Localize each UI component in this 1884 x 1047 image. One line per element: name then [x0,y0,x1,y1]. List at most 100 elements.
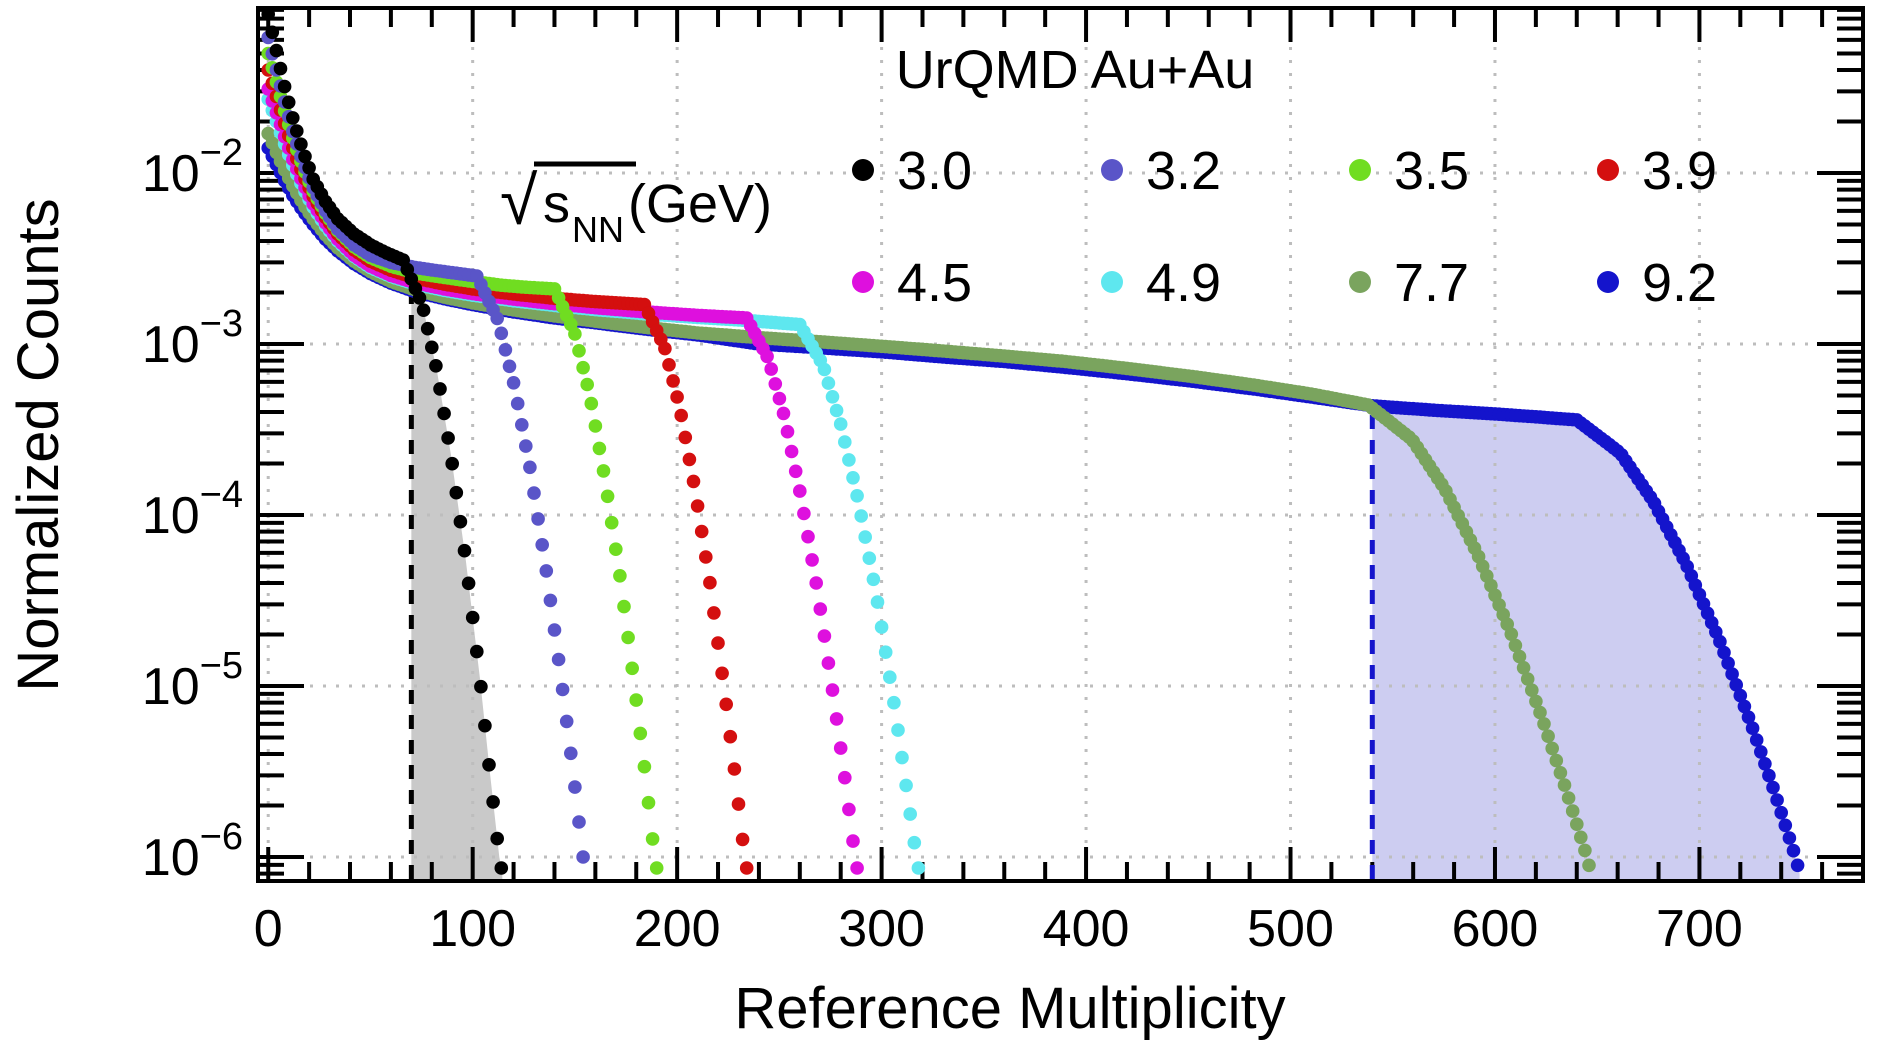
dot [543,593,558,608]
dot [498,343,513,357]
energy-axis-label: √ s NN (GeV) [500,161,772,250]
dot [531,512,545,526]
series-3.0 [261,8,509,875]
legend-entry-3.9: 3.9 [1597,141,1717,201]
legend-entry-3.5: 3.5 [1349,141,1469,201]
dot [1520,672,1535,686]
x-tick-label-200: 200 [634,900,721,958]
dot [1745,721,1760,735]
centrality-band-9.2 [1372,405,1800,880]
dot [842,453,856,467]
y-tick-label-1e-4: 10−4 [142,474,243,545]
dot [735,832,750,847]
dot [621,630,635,645]
dot [425,340,439,355]
dot [515,418,529,432]
dot [658,341,672,356]
dot [817,629,832,643]
dot [703,575,717,590]
dot [482,758,496,772]
dot [780,424,795,439]
dot [572,815,586,829]
dot [1537,717,1551,731]
dot [470,644,484,659]
dot [1749,733,1764,747]
dot [449,485,464,500]
dot [1574,830,1588,845]
legend-entry-4.9: 4.9 [1101,253,1221,313]
dot [568,780,582,794]
dot [523,460,537,475]
dot [1782,831,1797,845]
dot [666,374,680,388]
dot [764,362,778,376]
dot [842,802,856,817]
dot [261,8,275,21]
x-tick-label-0: 0 [254,900,283,958]
legend-label: 7.7 [1394,253,1469,313]
dot [645,832,660,846]
dot [793,484,807,498]
dot [707,606,721,620]
dot [821,376,836,390]
dot [1741,710,1756,724]
dot [1504,627,1519,641]
dot [907,835,922,850]
dot [453,514,468,529]
dot [592,441,607,456]
dot [862,551,877,565]
legend-label: 3.2 [1146,141,1221,201]
dot [1545,741,1559,756]
y-tick-label-1e-5: 10−5 [142,645,243,716]
x-tick-label-400: 400 [1043,900,1130,958]
dot [576,360,590,375]
dot [613,569,627,583]
energy-symbol: s [543,174,570,234]
dot [878,645,893,659]
dot [559,714,574,729]
y-tick-label-1e-2: 10−2 [142,132,243,203]
legend-marker-3.9 [1597,159,1619,181]
dot [662,358,676,372]
dot [576,850,590,864]
dot [699,550,713,564]
dot [286,111,300,125]
dot [850,489,864,503]
dot [850,861,864,875]
dot [715,666,729,681]
legend-label: 9.2 [1642,253,1717,313]
legend-marker-3.5 [1349,159,1371,181]
dot [490,831,505,846]
dot [633,726,648,741]
dot [649,861,664,875]
dot [870,595,885,609]
dot [564,746,578,761]
dot [1549,753,1564,768]
dot [429,359,443,373]
dot [494,861,509,875]
dot [838,435,852,449]
dot [629,693,643,707]
dot [883,670,897,684]
dot [887,695,901,710]
dot [502,359,517,374]
dot [1754,745,1768,759]
dot [788,464,803,479]
dot [506,376,521,390]
dot [772,391,787,406]
dot [617,599,631,614]
dot [821,656,836,670]
dot [760,349,774,364]
x-tick-label-500: 500 [1247,900,1334,958]
dot [1557,778,1572,792]
dot [416,303,431,318]
dot [535,538,549,552]
legend-entry-9.2: 9.2 [1597,253,1717,313]
legend-marker-9.2 [1597,271,1619,293]
dot [298,149,312,164]
legend-label: 4.5 [897,253,972,313]
dot [580,377,594,392]
dot [891,723,905,737]
dot [420,321,435,336]
dot [858,530,872,544]
